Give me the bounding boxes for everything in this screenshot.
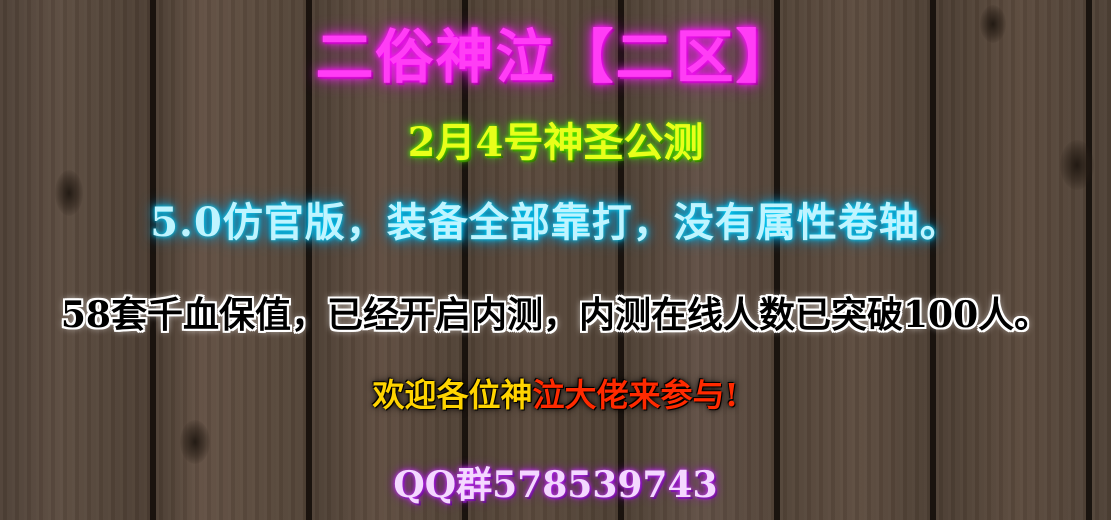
welcome-message: 欢迎各位神泣大佬来参与! [0, 370, 1111, 416]
version-description: 5.0仿官版，装备全部靠打，没有属性卷轴。 [150, 199, 961, 246]
wood-knot [55, 170, 83, 216]
welcome-text-yellow: 欢迎各位神 [372, 376, 533, 414]
qq-group: QQ群578539743 [393, 464, 718, 506]
wood-knot [980, 5, 1006, 43]
wood-knot [1060, 140, 1094, 190]
banner-title: 二俗神泣【二区】 [315, 23, 796, 91]
server-info: 58套千血保值，已经开启内测，内测在线人数已突破100人。 [60, 294, 1051, 336]
launch-date: 2月4号神圣公测 [407, 119, 704, 166]
welcome-text-red: 泣大佬来参与! [532, 376, 739, 414]
wood-knot [180, 420, 210, 464]
